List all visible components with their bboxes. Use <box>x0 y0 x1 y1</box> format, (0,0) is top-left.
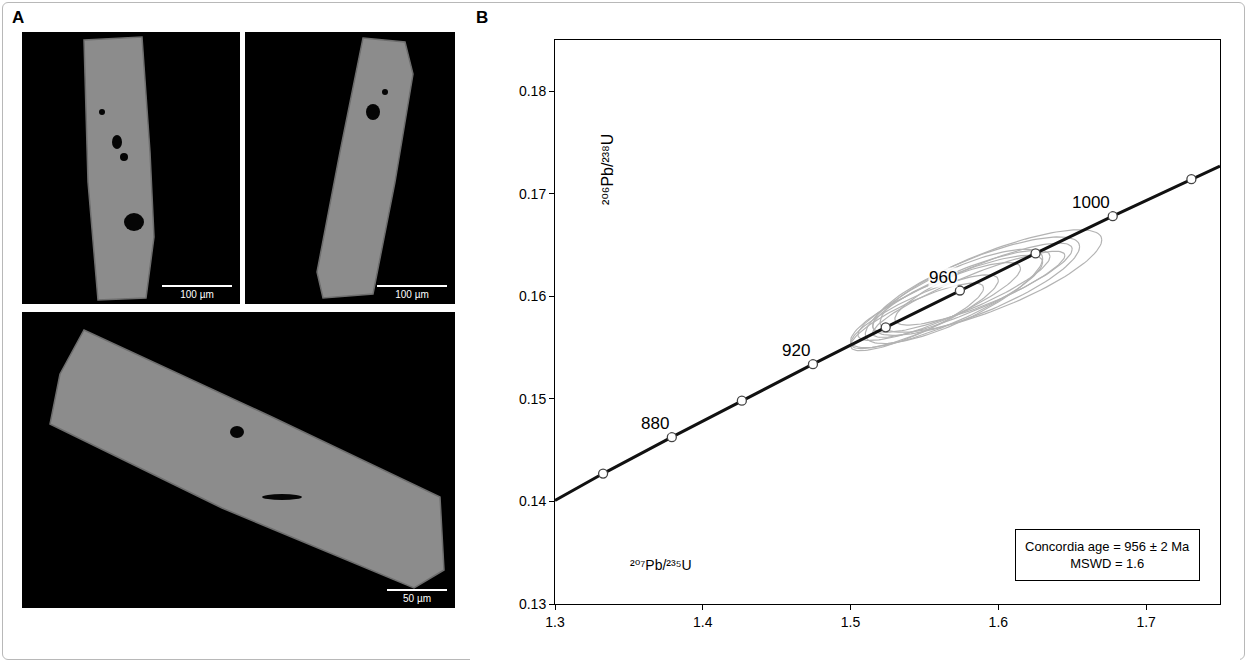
svg-text:0.18: 0.18 <box>519 83 546 99</box>
svg-text:0.14: 0.14 <box>519 493 546 509</box>
html-text:100 µm: 100 µm <box>395 289 429 300</box>
svg-text:0.13: 0.13 <box>519 596 546 612</box>
svg-text:1.5: 1.5 <box>841 614 861 630</box>
svg-text:Concordia age = 956 ± 2 MaMSWD: Concordia age = 956 ± 2 MaMSWD = 1.6 <box>1025 539 1190 571</box>
svg-text:0.16: 0.16 <box>519 288 546 304</box>
svg-text:0.15: 0.15 <box>519 391 546 407</box>
svg-text:1.7: 1.7 <box>1136 614 1156 630</box>
svg-text:880: 880 <box>641 414 669 433</box>
svg-text:960: 960 <box>929 268 957 287</box>
svg-text:²⁰⁷Pb/²³⁵U: ²⁰⁷Pb/²³⁵U <box>630 557 692 573</box>
svg-text:1000: 1000 <box>1072 193 1110 212</box>
html-text:100 µm: 100 µm <box>180 289 214 300</box>
svg-text:0.17: 0.17 <box>519 186 546 202</box>
svg-text:²⁰⁶Pb/²³⁸U: ²⁰⁶Pb/²³⁸U <box>599 134 616 205</box>
svg-text:920: 920 <box>782 341 810 360</box>
svg-text:1.4: 1.4 <box>693 614 713 630</box>
html-text:50 µm: 50 µm <box>403 593 431 604</box>
html-text:B: B <box>476 8 489 27</box>
svg-text:1.3: 1.3 <box>545 614 565 630</box>
html-text:A: A <box>12 8 25 27</box>
svg-text:1.6: 1.6 <box>989 614 1009 630</box>
